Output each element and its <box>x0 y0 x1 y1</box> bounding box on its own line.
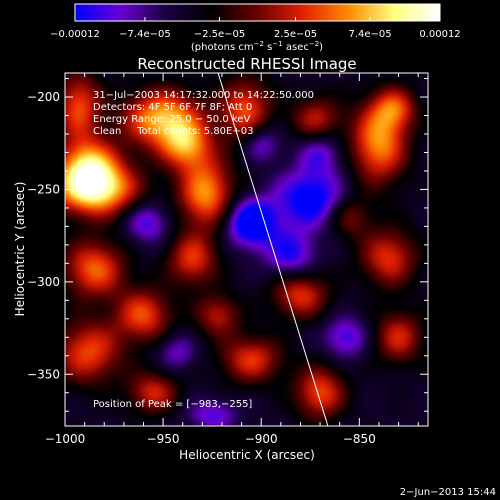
annotation-energy-range: Energy Range: 25.0 − 50.0 keV <box>93 114 250 125</box>
heatmap-image <box>65 73 428 426</box>
annotation-time-range: 31−Jul−2003 14:17:32.000 to 14:22:50.000 <box>93 90 314 101</box>
y-tick-label: −200 <box>27 90 60 104</box>
observation-annotations: 31−Jul−2003 14:17:32.000 to 14:22:50.000… <box>93 90 314 137</box>
footer-timestamp: 2−Jun−2013 15:44 <box>400 487 496 498</box>
colorbar-tick-label: −0.00012 <box>50 29 100 40</box>
x-tick-label: −950 <box>147 432 180 446</box>
y-axis-label: Heliocentric Y (arcsec) <box>13 182 27 317</box>
peak-position-label: Position of Peak = [−983,−255] <box>93 399 252 410</box>
x-tick-label: −850 <box>343 432 376 446</box>
y-tick-label: −300 <box>27 275 60 289</box>
colorbar-ticks: −0.00012 −7.4e−05 −2.5e−05 2.5e−05 7.4e−05 0.… <box>50 17 461 40</box>
x-tick-label: −1000 <box>45 432 86 446</box>
colorbar-unit-label: (photons cm−2 s−1 asec−2) <box>191 40 323 53</box>
solar-limb-line <box>217 73 329 426</box>
x-tick-label: −900 <box>245 432 278 446</box>
y-tick-label: −350 <box>27 367 60 381</box>
plot-frame <box>64 72 429 427</box>
y-tick-label: −250 <box>27 182 60 196</box>
colorbar-tick-label: −2.5e−05 <box>194 29 246 40</box>
chart-title: Reconstructed RHESSI Image <box>137 55 356 73</box>
colorbar-tick-label: 0.00012 <box>419 29 460 40</box>
colorbar-tick-label: 2.5e−05 <box>274 29 317 40</box>
y-axis: −200 −250 −300 −350 <box>27 78 428 412</box>
colorbar-tick-label: −7.4e−05 <box>119 29 171 40</box>
x-axis-label: Heliocentric X (arcsec) <box>179 448 315 462</box>
annotation-detectors: Detectors: 4F 5F 6F 7F 8F; Att 0 <box>93 102 252 113</box>
colorbar-tick-label: 7.4e−05 <box>348 29 391 40</box>
x-axis: −1000 −950 −900 −850 <box>45 73 419 446</box>
annotation-clean-counts: Clean Total counts: 5.80E+03 <box>93 126 253 137</box>
colorbar <box>74 3 441 22</box>
